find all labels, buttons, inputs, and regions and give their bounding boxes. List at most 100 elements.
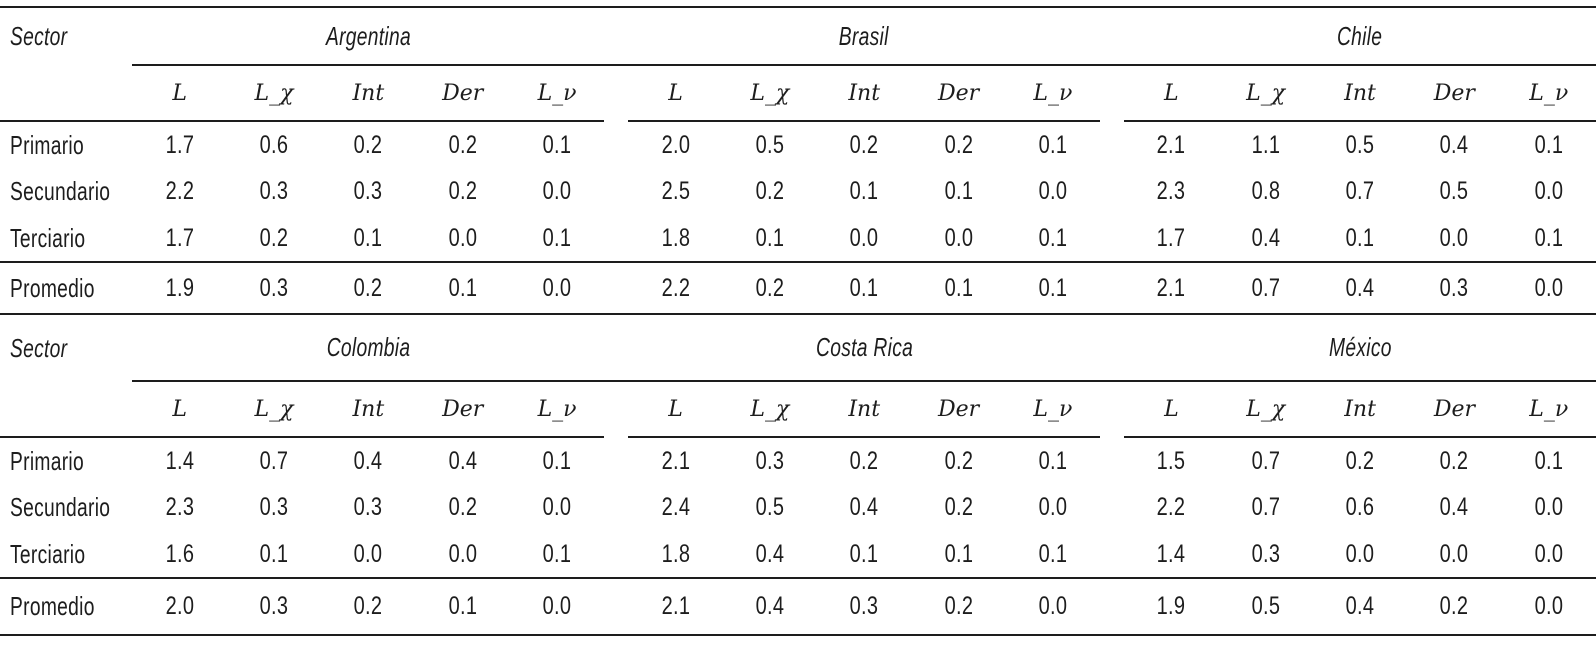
table-body: Primario 1.4 0.7 0.4 0.4 0.1 2.1 0.3 0.2 0.2 0.1 1.… (0, 437, 1596, 635)
column-gap (604, 261, 629, 314)
column-header-text: L (172, 80, 187, 106)
column-header: L_ν (1501, 65, 1596, 122)
value-cell: 0.7 (227, 437, 321, 484)
column-gap (1100, 437, 1124, 484)
country-name: Costa Rica (815, 332, 913, 362)
value-cell-text: 0.2 (353, 130, 383, 159)
country-header: Brasil (628, 7, 1101, 66)
column-header: L_ν (1501, 381, 1596, 438)
column-header-text: L_ν (1529, 80, 1569, 106)
value-cell: 0.1 (817, 531, 911, 578)
value-cell-text: 0.1 (849, 177, 879, 205)
value-cell-text: 1.9 (1156, 592, 1186, 620)
column-gap (1100, 215, 1124, 262)
column-header-text: Int (848, 396, 881, 422)
table-row: Secundario 2.3 0.3 0.3 0.2 0.0 2.4 0.5 0.4 0.2 0.0… (0, 484, 1596, 531)
value-cell: 2.0 (628, 121, 722, 168)
value-cell: 0.0 (416, 215, 510, 262)
column-header-text: L_χ (1246, 396, 1286, 422)
table-row: Secundario 2.2 0.3 0.3 0.2 0.0 2.5 0.2 0.1 0.1 0.0… (0, 168, 1596, 215)
value-cell: 0.4 (1312, 261, 1408, 314)
value-cell-text: 0.2 (353, 273, 383, 302)
column-gap (1100, 121, 1124, 168)
row-label-text: Terciario (10, 538, 86, 569)
value-cell: 1.7 (1124, 215, 1218, 262)
value-cell-text: 0.5 (1439, 177, 1469, 205)
value-cell-text: 0.3 (849, 592, 879, 620)
value-cell: 0.0 (1407, 215, 1501, 262)
value-cell-text: 2.1 (661, 446, 690, 475)
value-cell: 0.0 (817, 215, 911, 262)
value-cell: 1.7 (132, 121, 226, 168)
value-cell: 0.4 (1407, 121, 1501, 168)
row-label-text: Secundario (10, 176, 111, 206)
column-header: Der (911, 381, 1006, 438)
value-cell: 0.0 (1501, 577, 1596, 635)
row-label-text: Promedio (10, 591, 95, 621)
value-cell: 0.2 (321, 261, 416, 314)
column-gap (604, 531, 628, 578)
column-header: Int (817, 65, 912, 122)
column-header: L (1124, 381, 1219, 438)
table-section-top: Sector Argentina Brasil Chile L L_χ Int Der… (0, 6, 1596, 315)
value-cell-text: 0.1 (944, 539, 973, 568)
value-cell-text: 0.7 (1251, 446, 1281, 475)
column-header-text: Der (442, 80, 484, 106)
value-cell: 1.4 (132, 437, 226, 484)
value-cell: 0.2 (1407, 437, 1501, 484)
value-cell: 0.2 (817, 437, 911, 484)
column-header-text: Int (1344, 80, 1376, 106)
value-cell: 0.8 (1218, 168, 1312, 215)
country-header-row: Sector Argentina Brasil Chile (0, 7, 1596, 66)
row-label: Terciario (0, 531, 132, 578)
value-cell-text: 0.5 (755, 493, 785, 521)
value-cell-text: 0.1 (849, 273, 879, 302)
column-header: Int (321, 65, 416, 122)
value-cell: 2.3 (1124, 168, 1218, 215)
value-cell: 0.1 (510, 215, 604, 262)
value-cell: 2.1 (1124, 261, 1219, 314)
country-header: Argentina (132, 7, 605, 66)
value-cell-text: 0.4 (755, 592, 785, 620)
value-cell-text: 2.3 (1156, 177, 1186, 205)
value-cell-text: 1.8 (661, 539, 690, 568)
table-head: Sector Colombia Costa Rica México L L_χ In… (0, 315, 1596, 438)
value-cell-text: 2.1 (661, 592, 690, 620)
column-gap (604, 315, 629, 382)
column-gap (604, 168, 628, 215)
column-gap (1100, 168, 1124, 215)
sector-header-text: Sector (10, 21, 68, 51)
column-header: L (132, 381, 227, 438)
value-cell-text: 0.2 (944, 446, 973, 475)
value-cell: 1.9 (1124, 577, 1219, 635)
value-cell-text: 0.1 (1534, 130, 1564, 159)
value-cell: 0.5 (1407, 168, 1501, 215)
value-cell: 2.2 (132, 168, 226, 215)
row-label: Secundario (0, 168, 132, 215)
measure-header-row: L L_χ Int Der L_ν L L_χ Int Der L_ν L L_χ Int Der L_ν (0, 65, 1596, 122)
value-cell-text: 2.0 (661, 130, 690, 159)
value-cell-text: 0.1 (1038, 539, 1068, 568)
value-cell: 0.1 (415, 261, 510, 314)
column-header: Der (1407, 381, 1502, 438)
table-body: Primario 1.7 0.6 0.2 0.2 0.1 2.0 0.5 0.2 0.2 0.1 2.… (0, 121, 1596, 314)
value-cell-text: 0.2 (755, 273, 785, 302)
value-cell-text: 0.2 (448, 177, 478, 205)
value-cell-text: 0.6 (259, 130, 289, 159)
value-cell-text: 0.0 (944, 223, 973, 252)
value-cell: 0.0 (1502, 168, 1596, 215)
value-cell: 2.1 (628, 577, 723, 635)
column-header: L (1124, 65, 1219, 122)
column-header: Int (321, 381, 416, 438)
value-cell: 0.0 (509, 261, 605, 314)
value-cell: 0.4 (1407, 484, 1501, 531)
value-cell: 0.0 (1502, 531, 1596, 578)
value-cell: 0.5 (1218, 577, 1313, 635)
value-cell-text: 0.1 (259, 539, 289, 568)
column-gap (1100, 577, 1125, 635)
value-cell-text: 0.0 (849, 223, 879, 252)
row-label: Primario (0, 437, 132, 484)
column-gap (1100, 315, 1125, 382)
column-header: L_ν (509, 381, 605, 438)
value-cell: 0.2 (911, 577, 1006, 635)
